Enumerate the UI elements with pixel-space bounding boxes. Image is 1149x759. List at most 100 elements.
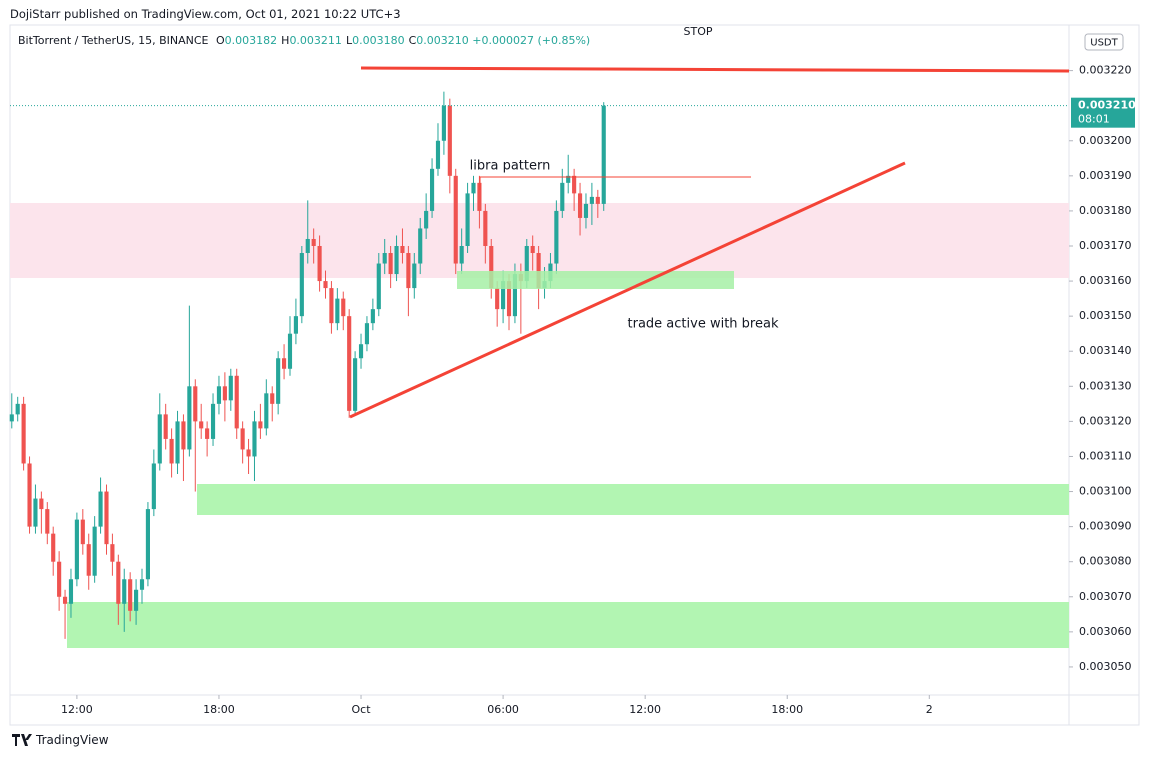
- candle-body: [116, 561, 121, 604]
- candle-body: [80, 519, 85, 545]
- y-tick-label: 0.003100: [1079, 485, 1132, 498]
- candle-body: [536, 253, 541, 289]
- logo: [12, 734, 32, 746]
- candle-body: [358, 344, 364, 359]
- candle-body: [246, 449, 251, 457]
- price-label: 0.003210: [1078, 99, 1136, 112]
- candle-body: [62, 596, 68, 604]
- candle-body: [323, 281, 328, 289]
- candle-body: [175, 421, 180, 464]
- y-tick-label: 0.003220: [1079, 64, 1132, 77]
- x-tick-label: 12:00: [61, 703, 93, 716]
- chart-frame: [9, 24, 1140, 726]
- drawings-front: STOP libra pattern trade active with bre…: [349, 25, 1070, 419]
- candle-body: [589, 196, 594, 204]
- candle-body: [222, 386, 227, 401]
- y-tick-label: 0.003140: [1079, 344, 1132, 357]
- candle-body: [157, 414, 162, 464]
- candle-body: [45, 509, 50, 534]
- candle-body: [364, 323, 370, 345]
- candle-body: [554, 210, 559, 264]
- y-tick-label: 0.003170: [1079, 239, 1132, 252]
- currency[interactable]: USDT: [1090, 38, 1118, 49]
- candle-body: [435, 140, 441, 169]
- candle-body: [335, 298, 340, 324]
- legend: BitTorrent / TetherUS, 15, BINANCE O0.00…: [18, 34, 590, 47]
- candle-body: [477, 182, 482, 211]
- y-tick-label: 0.003080: [1079, 555, 1132, 568]
- candle-body: [264, 393, 269, 429]
- ohlc-value: 0.003210: [416, 34, 469, 47]
- candle-body: [210, 403, 216, 439]
- y-tick-label: 0.003180: [1079, 204, 1132, 217]
- candle-body: [98, 491, 103, 527]
- x-tick-label: 18:00: [203, 703, 235, 716]
- candle-body: [406, 253, 411, 289]
- candle-body: [577, 193, 583, 218]
- candle-body: [583, 203, 589, 218]
- trend-line: [349, 161, 906, 419]
- candle-body: [305, 238, 310, 254]
- candle-body: [199, 421, 204, 429]
- candle-body: [595, 196, 600, 204]
- ohlc-key: C: [408, 34, 417, 47]
- candle-body: [163, 414, 168, 439]
- candle-body: [51, 533, 56, 562]
- ohlc: O0.003182 H0.003211 L0.003180 C0.003210: [212, 34, 469, 47]
- y-tick-label: 0.003150: [1079, 309, 1132, 322]
- y-tick-label: 0.003090: [1079, 520, 1132, 533]
- candle-body: [181, 421, 186, 450]
- candle-body: [465, 193, 470, 246]
- candle-body: [572, 175, 577, 194]
- annotation: trade active with break: [628, 317, 779, 332]
- y-tick-label: 0.003120: [1079, 414, 1132, 427]
- candle-body: [376, 263, 381, 310]
- x-tick-label: 18:00: [771, 703, 803, 716]
- candle-body: [139, 579, 145, 590]
- candle-body: [216, 386, 222, 404]
- x-tick-label: 06:00: [487, 703, 519, 716]
- candle-body: [353, 358, 358, 411]
- pattern-line: [479, 176, 751, 190]
- green-zone: [67, 602, 1069, 648]
- annotation: libra pattern: [470, 159, 551, 174]
- candle-body: [68, 579, 74, 604]
- currency-badge[interactable]: [1084, 33, 1124, 51]
- candles: [9, 91, 606, 639]
- y-tick-label: 0.003190: [1079, 169, 1132, 182]
- candle-body: [187, 386, 192, 450]
- candle-body: [418, 228, 423, 264]
- candle-body: [400, 245, 405, 254]
- candle-body: [441, 105, 446, 141]
- candle-body: [110, 544, 115, 562]
- countdown: 08:01: [1078, 113, 1110, 126]
- candle-body: [495, 288, 500, 310]
- x-tick-label: 12:00: [629, 703, 661, 716]
- candle-body: [74, 519, 79, 580]
- candle-body: [512, 274, 518, 317]
- candle-body: [128, 579, 133, 611]
- candle-body: [566, 175, 571, 183]
- y-tick-label: 0.003200: [1079, 134, 1132, 147]
- candle-body: [489, 245, 494, 289]
- candle-body: [122, 579, 127, 604]
- symbol: BitTorrent / TetherUS, 15, BINANCE: [18, 34, 209, 47]
- ohlc-value: 0.003180: [352, 34, 405, 47]
- candle-body: [471, 182, 476, 194]
- y-tick-label: 0.003110: [1079, 449, 1132, 462]
- candle-body: [33, 498, 38, 527]
- y-tick-label: 0.003050: [1079, 660, 1132, 673]
- candle-body: [560, 182, 565, 211]
- candle-body: [15, 403, 20, 415]
- price-label-box: [1071, 97, 1135, 128]
- candle-body: [299, 253, 304, 317]
- candle-body: [329, 288, 334, 324]
- green-zone: [457, 271, 734, 289]
- candle-body: [9, 414, 14, 422]
- candle-body: [530, 245, 535, 254]
- candle-body: [447, 105, 452, 176]
- candle-body: [57, 561, 62, 597]
- candle-body: [240, 428, 245, 450]
- candle-body: [317, 245, 322, 282]
